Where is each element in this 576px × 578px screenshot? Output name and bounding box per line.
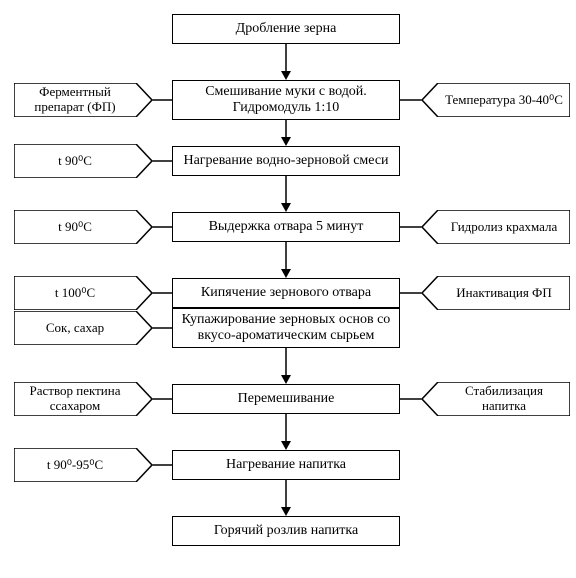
flow-arrow	[279, 44, 293, 80]
flow-arrow	[279, 414, 293, 450]
input-s5-left: t 100⁰С	[14, 276, 152, 310]
step-s7: Перемешивание	[172, 384, 400, 414]
input-s2-right: Температура 30-40⁰С	[422, 83, 570, 117]
flow-arrow	[279, 120, 293, 146]
input-s3-left: t 90⁰С	[14, 144, 152, 178]
flowchart-canvas: Дробление зерна Смешивание муки с водой.Г…	[0, 0, 576, 578]
flow-arrow	[279, 348, 293, 384]
flow-arrow	[279, 242, 293, 278]
input-s2-left: Ферментныйпрепарат (ФП)	[14, 83, 152, 117]
input-s8-left: t 90⁰-95⁰С	[14, 448, 152, 482]
input-s6-left: Сок, сахар	[14, 311, 152, 345]
step-s2: Смешивание муки с водой.Гидромодуль 1:10	[172, 80, 400, 120]
input-s7-left: Раствор пектинассахаром	[14, 382, 152, 416]
input-s5-right: Инактивация ФП	[422, 276, 570, 310]
step-s9: Горячий розлив напитка	[172, 516, 400, 546]
step-s5: Кипячение зернового отвара	[172, 278, 400, 308]
step-s4: Выдержка отвара 5 минут	[172, 212, 400, 242]
input-s4-right: Гидролиз крахмала	[422, 210, 570, 244]
step-s3: Нагревание водно-зерновой смеси	[172, 146, 400, 176]
flow-arrow	[279, 176, 293, 212]
step-s6: Купажирование зерновых основ совкусо-аро…	[172, 308, 400, 348]
input-s7-right: Стабилизация напитка	[422, 382, 570, 416]
flow-arrow	[279, 480, 293, 516]
step-s1: Дробление зерна	[172, 14, 400, 44]
input-s4-left: t 90⁰С	[14, 210, 152, 244]
step-s8: Нагревание напитка	[172, 450, 400, 480]
